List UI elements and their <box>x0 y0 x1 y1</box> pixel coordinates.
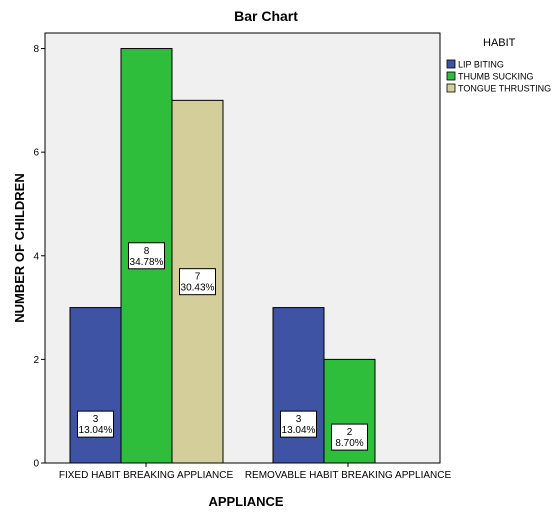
y-tick-label: 6 <box>33 148 39 159</box>
x-tick-label: REMOVABLE HABIT BREAKING APPLIANCE <box>245 470 452 481</box>
chart-title: Bar Chart <box>234 8 298 24</box>
data-labels-layer: 313.04%313.04%834.78%28.70%730.43% <box>77 242 368 451</box>
y-tick-label: 4 <box>33 251 39 262</box>
legend-title: HABIT <box>483 37 516 49</box>
data-label-count: 8 <box>144 246 150 257</box>
data-label-count: 2 <box>347 427 353 438</box>
data-label-count: 7 <box>195 272 201 283</box>
bar-lip-biting-1 <box>69 307 122 464</box>
axes-layer: 0 2 4 6 8 FIXED HABIT BREAKING APPLIANCE REMOV… <box>33 44 451 481</box>
data-label-box <box>331 423 368 451</box>
data-label-percent: 13.04% <box>282 425 316 436</box>
legend-label-thumb-sucking: THUMB SUCKING <box>458 72 534 82</box>
legend-swatch-lip-biting <box>446 59 456 69</box>
data-label-box <box>128 242 165 270</box>
data-label-count: 3 <box>296 414 302 425</box>
data-label-box <box>280 410 317 438</box>
x-axis-title: APPLIANCE <box>208 494 283 509</box>
data-label-box <box>179 268 216 296</box>
y-tick-label: 0 <box>33 459 39 470</box>
legend-label-lip-biting: LIP BITING <box>458 60 504 70</box>
y-tick-label: 2 <box>33 355 39 366</box>
y-axis-title: NUMBER OF CHILDREN <box>12 173 27 323</box>
legend: HABIT LIP BITING THUMB SUCKING TONGUE THRU… <box>446 37 551 94</box>
y-tick-label: 8 <box>33 44 39 55</box>
data-label-percent: 34.78% <box>130 257 164 268</box>
legend-label-tongue-thrusting: TONGUE THRUSTING <box>458 84 551 94</box>
data-label-percent: 8.70% <box>335 438 363 449</box>
data-label-percent: 30.43% <box>181 283 215 294</box>
bar-lip-biting-2 <box>272 307 325 464</box>
legend-swatch-tongue-thrusting <box>446 83 456 93</box>
data-label-count: 3 <box>93 414 99 425</box>
data-label-percent: 13.04% <box>79 425 113 436</box>
x-tick-label: FIXED HABIT BREAKING APPLIANCE <box>59 470 234 481</box>
legend-swatch-thumb-sucking <box>446 71 456 81</box>
data-label-box <box>77 410 114 438</box>
